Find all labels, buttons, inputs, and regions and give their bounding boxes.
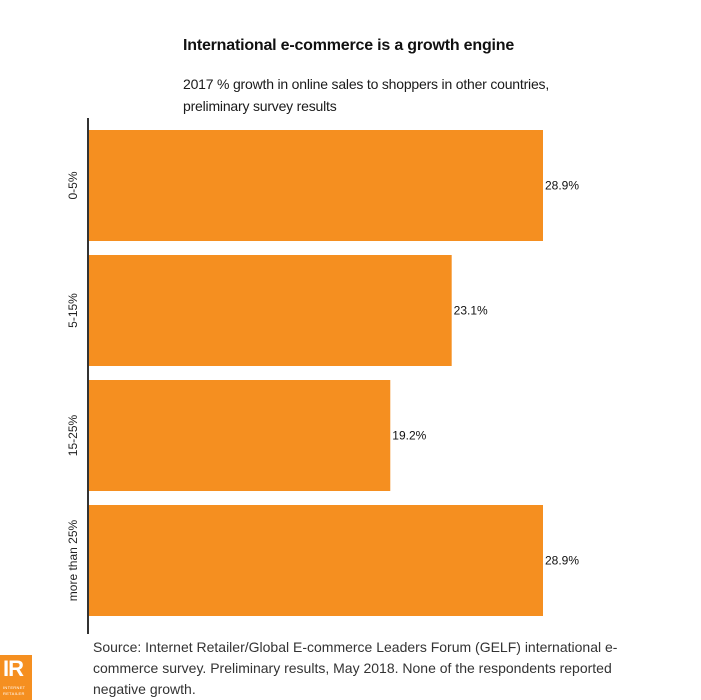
bar-2 xyxy=(89,380,391,491)
logo-mark: IR xyxy=(3,656,24,681)
chart-title: International e-commerce is a growth eng… xyxy=(183,37,515,54)
source-note: Source: Internet Retailer/Global E-comme… xyxy=(93,639,618,697)
category-label-1: 5-15% xyxy=(66,293,80,328)
logo-line2: RETAILER xyxy=(3,691,25,696)
data-label-2: 19.2% xyxy=(392,429,426,443)
data-label-1: 23.1% xyxy=(454,304,488,318)
data-label-3: 28.9% xyxy=(545,554,579,568)
category-label-2: 15-25% xyxy=(66,414,80,456)
category-label-3: more than 25% xyxy=(66,519,80,601)
bar-0 xyxy=(89,130,543,241)
bar-3 xyxy=(89,505,543,616)
category-label-0: 0-5% xyxy=(66,171,80,199)
logo-line1: INTERNET xyxy=(3,685,26,690)
chart-subtitle: 2017 % growth in online sales to shopper… xyxy=(183,76,550,114)
internet-retailer-logo: IR INTERNET RETAILER xyxy=(0,655,32,700)
data-label-0: 28.9% xyxy=(545,179,579,193)
bar-1 xyxy=(89,255,452,366)
